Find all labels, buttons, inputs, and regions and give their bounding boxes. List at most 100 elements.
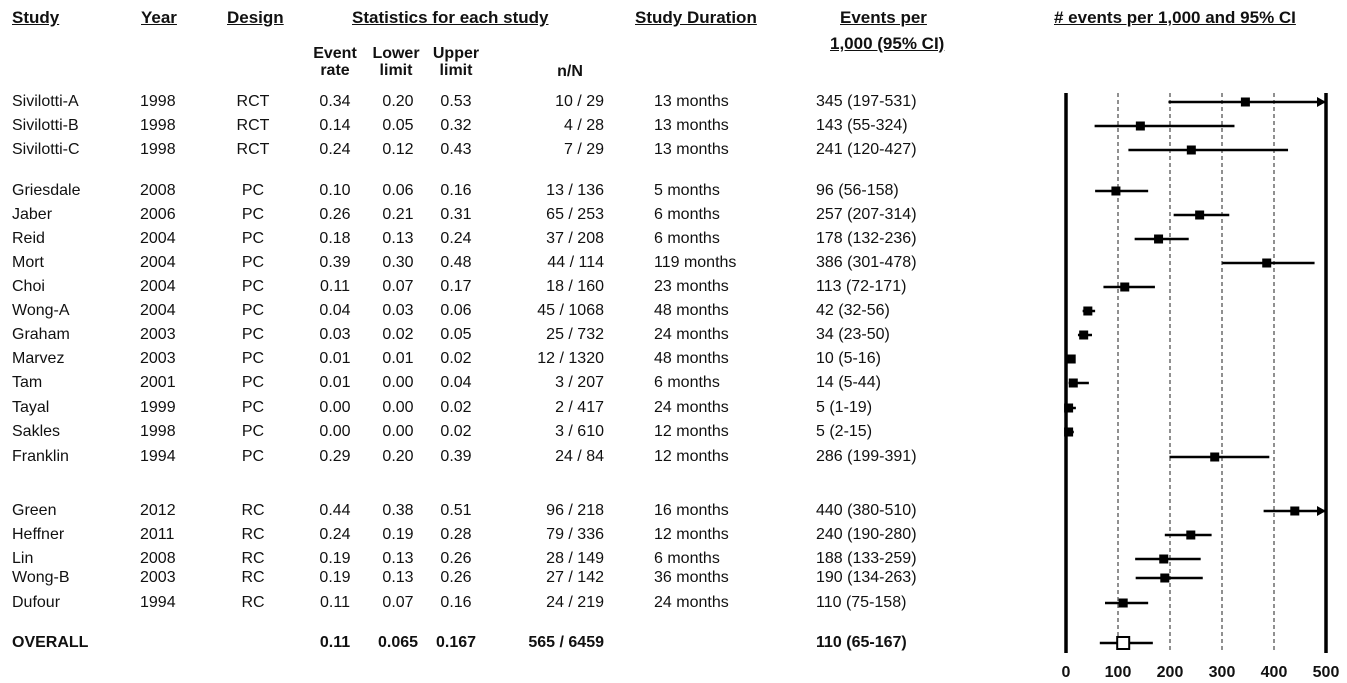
cell-year: 2004 (140, 302, 176, 319)
cell-lower-limit: 0.02 (382, 326, 414, 343)
point-estimate-sivilotti-a (1240, 97, 1250, 107)
point-estimate-griesdale (1111, 186, 1121, 196)
point-estimate-jaber (1195, 210, 1205, 220)
cell-duration: 6 months (654, 550, 720, 567)
cell-events: 241 (120-427) (816, 141, 917, 158)
cell-lower-limit: 0.00 (382, 374, 414, 391)
overall-cell-nN: 565 / 6459 (528, 634, 604, 651)
cell-nN: 27 / 142 (546, 569, 604, 586)
cell-lower-limit: 0.13 (382, 550, 414, 567)
cell-nN: 44 / 114 (547, 254, 604, 271)
header-year: Year (141, 8, 177, 27)
cell-duration: 119 months (654, 254, 737, 271)
cell-study: Wong-B (12, 569, 70, 586)
cell-study: Lin (12, 550, 34, 567)
cell-events: 440 (380-510) (816, 502, 917, 519)
cell-nN: 12 / 1320 (537, 350, 604, 367)
cell-study: Griesdale (12, 182, 81, 199)
cell-lower-limit: 0.01 (382, 350, 414, 367)
cell-design: RCT (236, 141, 270, 158)
cell-design: PC (241, 326, 265, 343)
cell-study: Sivilotti-C (12, 141, 80, 158)
cell-nN: 45 / 1068 (537, 302, 604, 319)
cell-design: PC (241, 254, 265, 271)
subheader-upper-limit-line1: Upper (432, 45, 480, 62)
cell-lower-limit: 0.12 (382, 141, 414, 158)
cell-nN: 79 / 336 (546, 526, 604, 543)
cell-upper-limit: 0.43 (440, 141, 472, 158)
cell-lower-limit: 0.38 (382, 502, 414, 519)
cell-year: 2004 (140, 230, 176, 247)
overall-cell-event-rate: 0.11 (319, 634, 351, 651)
cell-event-rate: 0.19 (319, 569, 351, 586)
cell-year: 1998 (140, 117, 176, 134)
ci-arrow-green (1317, 506, 1326, 516)
cell-duration: 23 months (654, 278, 729, 295)
cell-study: Reid (12, 230, 45, 247)
cell-design: PC (241, 230, 265, 247)
cell-study: Green (12, 502, 57, 519)
cell-upper-limit: 0.48 (440, 254, 472, 271)
cell-events: 178 (132-236) (816, 230, 917, 247)
cell-study: Graham (12, 326, 70, 343)
cell-events: 5 (2-15) (816, 423, 873, 440)
cell-design: PC (241, 374, 265, 391)
cell-duration: 16 months (654, 502, 729, 519)
subheader-event-rate-line2: rate (320, 62, 350, 79)
x-tick-label-500: 500 (1313, 664, 1340, 681)
cell-study: Heffner (12, 526, 65, 543)
x-tick-label-400: 400 (1261, 664, 1288, 681)
cell-year: 2001 (140, 374, 176, 391)
overall-cell-study: OVERALL (12, 634, 89, 651)
cell-events: 113 (72-171) (816, 278, 907, 295)
cell-duration: 24 months (654, 399, 729, 416)
cell-lower-limit: 0.13 (382, 230, 414, 247)
cell-events: 386 (301-478) (816, 254, 917, 271)
cell-event-rate: 0.19 (319, 550, 351, 567)
cell-upper-limit: 0.02 (440, 423, 472, 440)
point-estimate-sivilotti-c (1186, 145, 1196, 155)
overall-cell-upper-limit: 0.167 (435, 634, 477, 651)
cell-event-rate: 0.24 (319, 526, 351, 543)
point-estimate-dufour (1118, 598, 1128, 608)
cell-events: 240 (190-280) (816, 526, 917, 543)
cell-study: Marvez (12, 350, 65, 367)
cell-year: 2011 (140, 526, 175, 543)
cell-nN: 25 / 732 (546, 326, 604, 343)
subheader-upper-limit: Upper limit (428, 45, 484, 79)
cell-study: Sakles (12, 423, 61, 440)
cell-lower-limit: 0.07 (382, 278, 414, 295)
header-duration: Study Duration (635, 8, 757, 27)
cell-duration: 5 months (654, 182, 720, 199)
cell-upper-limit: 0.26 (440, 550, 472, 567)
point-estimate-wong-a (1083, 306, 1093, 316)
cell-event-rate: 0.00 (319, 423, 351, 440)
point-estimate-mort (1262, 258, 1272, 268)
cell-events: 42 (32-56) (816, 302, 890, 319)
cell-upper-limit: 0.02 (440, 350, 472, 367)
cell-year: 2006 (140, 206, 176, 223)
cell-event-rate: 0.39 (319, 254, 351, 271)
cell-upper-limit: 0.24 (440, 230, 472, 247)
cell-events: 10 (5-16) (816, 350, 881, 367)
cell-study: Jaber (12, 206, 53, 223)
cell-lower-limit: 0.03 (382, 302, 414, 319)
subheader-lower-limit-line1: Lower (372, 45, 420, 62)
cell-upper-limit: 0.02 (440, 399, 472, 416)
cell-study: Wong-A (12, 302, 70, 319)
cell-design: RC (241, 526, 265, 543)
cell-study: Mort (12, 254, 44, 271)
cell-design: PC (241, 206, 265, 223)
cell-design: RC (241, 550, 265, 567)
cell-events: 257 (207-314) (816, 206, 917, 223)
cell-duration: 6 months (654, 230, 720, 247)
cell-year: 1998 (140, 423, 176, 440)
cell-events: 286 (199-391) (816, 448, 917, 465)
cell-event-rate: 0.34 (319, 93, 351, 110)
cell-events: 143 (55-324) (816, 117, 908, 134)
point-estimate-sakles (1064, 427, 1074, 437)
cell-nN: 3 / 207 (555, 374, 604, 391)
cell-events: 110 (75-158) (816, 594, 907, 611)
cell-year: 2004 (140, 254, 176, 271)
cell-duration: 48 months (654, 302, 729, 319)
